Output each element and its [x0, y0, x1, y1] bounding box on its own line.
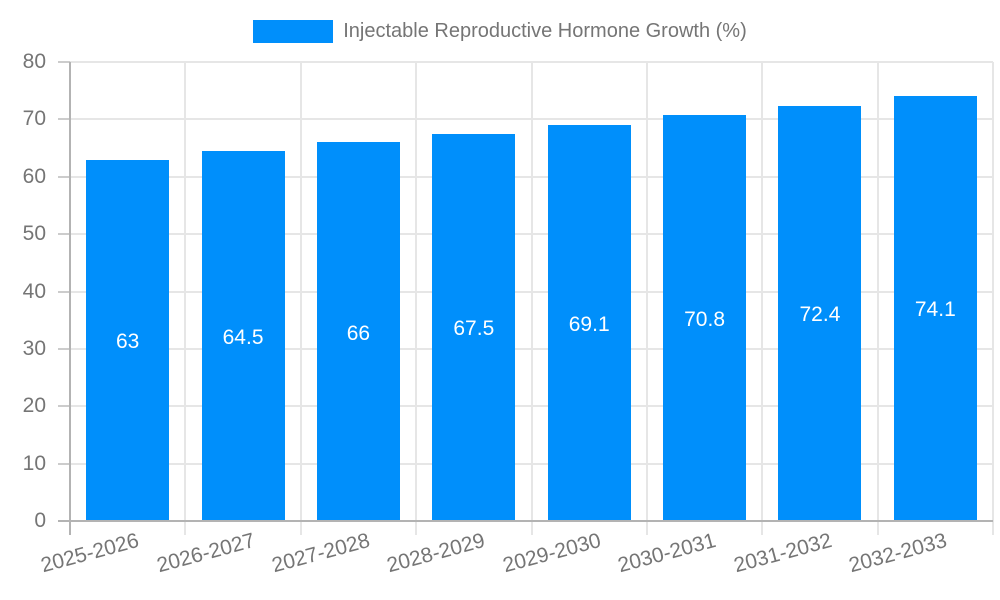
y-tick-label: 10 [22, 451, 46, 475]
x-tick-label: 2027-2028 [269, 529, 373, 578]
y-tick-mark [58, 462, 70, 465]
x-tick-label: 2031-2032 [730, 529, 834, 578]
bar[interactable] [432, 133, 516, 521]
y-tick-mark [58, 175, 70, 178]
x-tick-label: 2026-2027 [154, 529, 258, 578]
x-tick-label: 2032-2033 [846, 529, 950, 578]
bar-value-label: 67.5 [453, 317, 495, 341]
x-grid-line [415, 62, 418, 535]
y-tick-label: 40 [22, 279, 46, 303]
legend-swatch [253, 19, 334, 43]
y-axis-line [69, 62, 71, 535]
bar-value-label: 63 [116, 330, 140, 354]
bar-value-label: 64.5 [222, 325, 264, 349]
x-tick-label: 2030-2031 [615, 529, 719, 578]
bar[interactable] [663, 114, 747, 521]
bar-value-label: 72.4 [799, 303, 841, 327]
chart-legend[interactable]: Injectable Reproductive Hormone Growth (… [0, 17, 1000, 45]
x-grid-line [992, 62, 994, 535]
x-axis-line [58, 520, 993, 522]
y-tick-label: 20 [22, 394, 46, 418]
x-tick-label: 2029-2030 [500, 529, 604, 578]
legend-label: Injectable Reproductive Hormone Growth (… [343, 19, 747, 42]
x-tick-label: 2028-2029 [384, 529, 488, 578]
bar[interactable] [201, 150, 285, 521]
bar-value-label: 66 [346, 321, 371, 345]
x-grid-line [645, 62, 648, 535]
x-grid-line [299, 62, 302, 535]
x-grid-line [530, 62, 533, 535]
y-tick-label: 80 [22, 50, 46, 73]
y-tick-label: 60 [22, 164, 46, 188]
y-tick-mark [58, 290, 70, 293]
x-grid-line [876, 62, 879, 535]
y-tick-mark [58, 347, 70, 350]
y-tick-label: 70 [22, 107, 46, 131]
y-tick-label: 50 [22, 222, 46, 246]
bar[interactable] [547, 124, 631, 521]
bar[interactable] [893, 95, 977, 521]
y-tick-mark [58, 61, 70, 63]
y-tick-label: 0 [34, 509, 46, 532]
bar-value-label: 70.8 [684, 307, 725, 331]
bar[interactable] [778, 105, 862, 521]
bar-value-label: 74.1 [914, 298, 956, 322]
y-tick-mark [58, 233, 70, 236]
x-tick-label: 2025-2026 [38, 529, 142, 578]
bar-value-label: 69.1 [568, 312, 610, 336]
bar[interactable] [316, 142, 400, 521]
bar[interactable] [86, 159, 170, 521]
y-tick-label: 30 [22, 336, 46, 360]
x-grid-line [184, 62, 187, 535]
y-tick-mark [58, 118, 70, 121]
y-tick-mark [58, 405, 70, 408]
x-grid-line [761, 62, 764, 535]
